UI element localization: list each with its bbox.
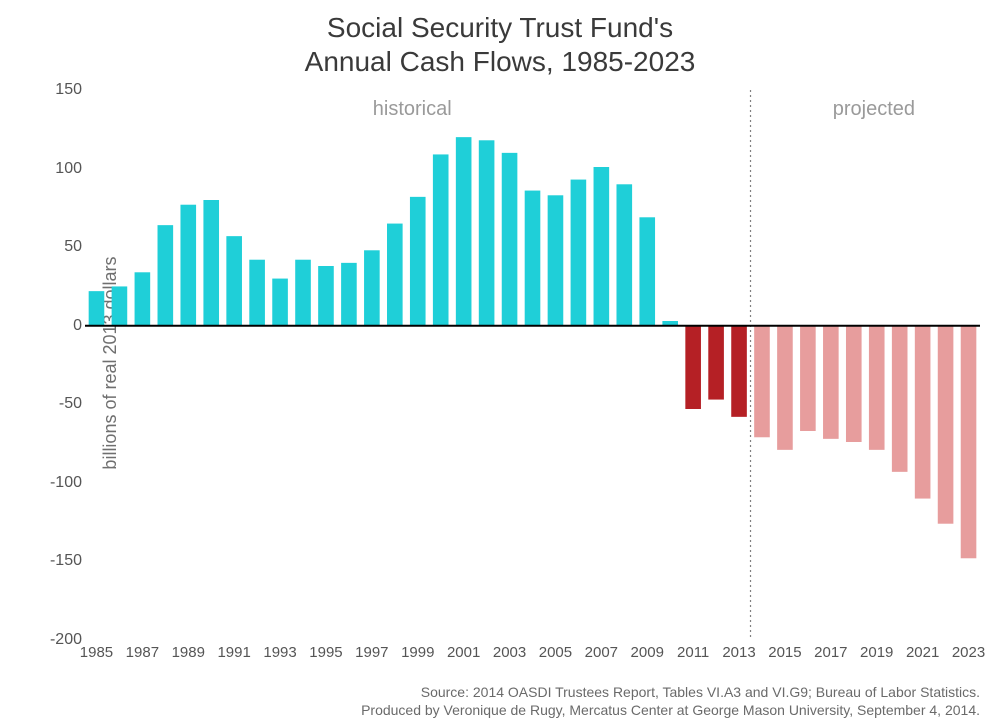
x-tick-label: 1999 [401,644,434,661]
chart-title: Social Security Trust Fund's Annual Cash… [0,0,1000,78]
bar [203,200,219,326]
chart-container: Social Security Trust Fund's Annual Cash… [0,0,1000,726]
bar [594,167,610,326]
x-tick-label: 1985 [80,644,113,661]
x-tick-label: 2005 [539,644,572,661]
x-tick-label: 2003 [493,644,526,661]
x-tick-label: 2007 [585,644,618,661]
bar [708,326,724,400]
x-tick-label: 2017 [814,644,847,661]
bar [731,326,747,417]
y-tick-label: 150 [22,81,82,99]
x-tick-label: 2009 [631,644,664,661]
x-tick-label: 1987 [126,644,159,661]
bar [548,195,564,325]
y-tick-label: -50 [22,395,82,413]
bar [915,326,931,499]
bar [341,263,357,326]
bar [456,137,472,326]
bar [754,326,770,438]
bar [272,279,288,326]
bar [525,191,541,326]
bar [112,286,128,325]
bar [89,291,105,326]
bar [295,260,311,326]
y-tick-label: -150 [22,552,82,570]
x-tick-label: 2023 [952,644,985,661]
bar [249,260,265,326]
x-tick-label: 2015 [768,644,801,661]
bar [777,326,793,450]
bar [639,217,655,325]
plot-area [85,90,980,640]
bar [479,140,495,325]
region-label-projected: projected [833,98,915,121]
bar [410,197,426,326]
x-tick-label: 1993 [263,644,296,661]
bar [226,236,242,326]
bar [180,205,196,326]
chart-title-line2: Annual Cash Flows, 1985-2023 [0,46,1000,78]
x-tick-label: 1989 [172,644,205,661]
bar [502,153,518,326]
bar [823,326,839,439]
bar [616,184,632,325]
bar [961,326,977,559]
chart-title-line1: Social Security Trust Fund's [0,12,1000,44]
x-tick-label: 1995 [309,644,342,661]
chart-svg [85,90,980,640]
x-tick-label: 2019 [860,644,893,661]
bar [433,154,449,325]
y-tick-label: 0 [22,317,82,335]
bar [158,225,174,326]
bar [869,326,885,450]
bar [685,326,701,409]
x-tick-label: 1991 [217,644,250,661]
source-line1: Source: 2014 OASDI Trustees Report, Tabl… [0,684,980,700]
region-label-historical: historical [373,98,452,121]
bar [318,266,334,326]
bar [135,272,151,325]
y-tick-label: 50 [22,238,82,256]
y-tick-label: 100 [22,160,82,178]
bar [800,326,816,431]
source-line2: Produced by Veronique de Rugy, Mercatus … [0,702,980,718]
bar [892,326,908,472]
bar [364,250,380,325]
x-tick-label: 1997 [355,644,388,661]
x-tick-label: 2001 [447,644,480,661]
x-tick-label: 2021 [906,644,939,661]
bar [571,180,587,326]
y-tick-label: -200 [22,631,82,649]
bar [938,326,954,524]
bar [846,326,862,442]
bar [387,224,403,326]
x-tick-label: 2011 [677,644,709,661]
x-tick-label: 2013 [722,644,755,661]
y-tick-label: -100 [22,474,82,492]
